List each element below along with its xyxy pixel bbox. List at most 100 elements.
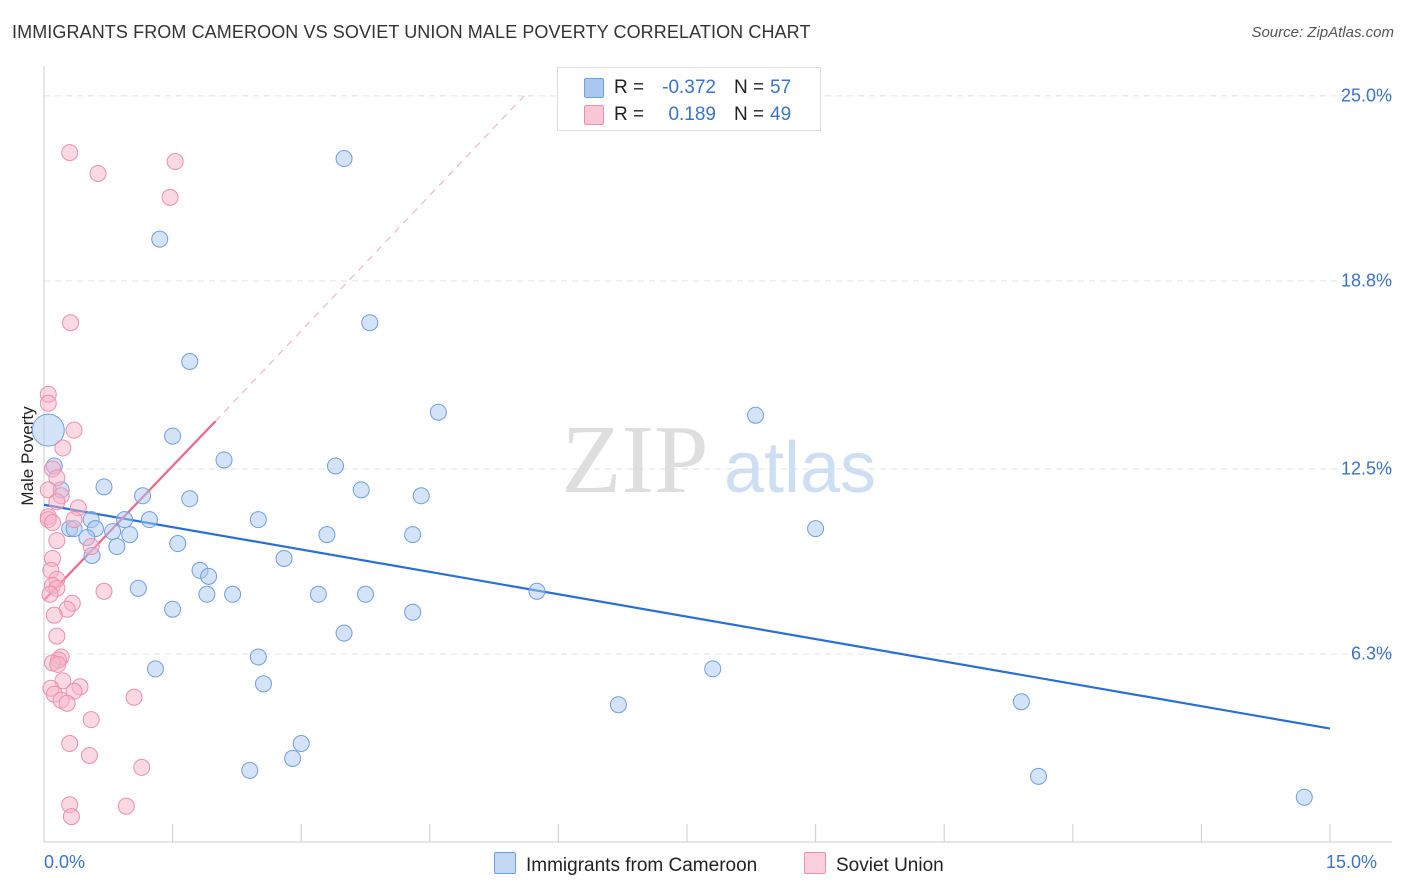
legend-n-label: N =: [734, 77, 765, 98]
point-immigrants-from-cameroon: [164, 427, 182, 445]
point-immigrants-from-cameroon: [357, 585, 374, 603]
y-tick-label: 18.8%: [1340, 270, 1392, 291]
watermark-atlas: atlas: [724, 428, 876, 508]
bottom-legend-swatch-cameroon: [494, 852, 516, 874]
point-immigrants-from-cameroon: [200, 567, 218, 585]
point-immigrants-from-cameroon: [1012, 693, 1030, 711]
point-soviet-union: [48, 532, 66, 550]
point-soviet-union: [95, 582, 113, 600]
point-immigrants-from-cameroon: [224, 585, 242, 603]
bottom-legend-swatch-soviet: [804, 852, 826, 874]
legend-n-value: 49: [770, 104, 792, 125]
point-immigrants-from-cameroon: [254, 675, 272, 693]
point-soviet-union: [166, 153, 184, 171]
legend-r-label: R =: [614, 77, 645, 98]
point-soviet-union: [44, 514, 62, 532]
point-soviet-union: [82, 711, 100, 729]
point-immigrants-from-cameroon: [361, 314, 379, 332]
point-immigrants-from-cameroon: [528, 582, 546, 600]
bottom-legend-label-cameroon: Immigrants from Cameroon: [526, 855, 758, 876]
chart-source: Source: ZipAtlas.com: [1251, 24, 1394, 41]
point-immigrants-from-cameroon: [151, 230, 169, 248]
point-soviet-union: [54, 439, 72, 457]
point-soviet-union: [117, 797, 135, 815]
point-immigrants-from-cameroon: [241, 761, 259, 779]
point-soviet-union: [39, 394, 57, 412]
point-immigrants-from-cameroon: [181, 490, 199, 508]
point-soviet-union: [45, 606, 63, 624]
point-immigrants-from-cameroon: [404, 526, 422, 544]
point-immigrants-from-cameroon: [95, 478, 113, 496]
legend-r-value: 0.189: [668, 104, 716, 125]
point-immigrants-from-cameroon: [116, 511, 134, 529]
legend-row-cameroon: R = -0.372 N = 57: [558, 75, 820, 101]
point-immigrants-from-cameroon: [807, 520, 825, 538]
point-immigrants-from-cameroon: [129, 579, 147, 597]
point-immigrants-from-cameroon: [249, 648, 267, 666]
trend-line-soviet-union: [43, 420, 217, 602]
point-soviet-union: [61, 144, 79, 162]
bottom-legend-soviet: Soviet Union: [804, 852, 944, 877]
point-immigrants-from-cameroon: [704, 660, 722, 678]
legend-n-value: 57: [770, 77, 792, 98]
point-immigrants-from-cameroon: [335, 150, 353, 168]
bottom-legend-cameroon: Immigrants from Cameroon: [494, 852, 757, 877]
point-immigrants-from-cameroon: [108, 538, 126, 556]
point-soviet-union: [89, 164, 107, 182]
point-immigrants-from-cameroon: [1295, 788, 1313, 806]
y-tick-label: 12.5%: [1340, 458, 1392, 479]
point-immigrants-from-cameroon: [309, 585, 327, 603]
point-immigrants-from-cameroon: [181, 352, 199, 370]
point-soviet-union: [65, 511, 83, 529]
point-immigrants-from-cameroon: [335, 624, 353, 642]
point-immigrants-from-cameroon: [318, 526, 336, 544]
point-soviet-union: [62, 314, 80, 332]
point-immigrants-from-cameroon: [326, 457, 344, 475]
point-soviet-union: [65, 421, 83, 439]
point-immigrants-from-cameroon: [215, 451, 233, 469]
gridlines: [44, 95, 1392, 655]
legend-n-label: N =: [734, 104, 765, 125]
watermark-zip: ZIP: [562, 406, 709, 514]
point-immigrants-from-cameroon: [1030, 767, 1048, 785]
legend-swatch-soviet: [584, 105, 604, 125]
trend-lines: [43, 95, 1331, 730]
correlation-legend: R = -0.372 N = 57 R = 0.189 N = 49: [557, 67, 821, 131]
point-immigrants-from-cameroon: [198, 585, 216, 603]
bottom-legend-label-soviet: Soviet Union: [836, 855, 944, 876]
point-immigrants-from-cameroon: [169, 535, 187, 553]
point-immigrants-from-cameroon: [429, 403, 447, 421]
point-soviet-union: [48, 627, 66, 645]
x-tick-min: 0.0%: [44, 852, 86, 872]
point-immigrants-from-cameroon: [284, 749, 302, 767]
point-immigrants-from-cameroon: [404, 603, 422, 621]
trend-line-immigrants-from-cameroon: [43, 503, 1331, 730]
point-soviet-union: [82, 538, 100, 556]
point-immigrants-from-cameroon: [412, 487, 430, 505]
legend-swatch-cameroon: [584, 78, 604, 98]
point-soviet-union: [161, 188, 179, 206]
y-tick-label: 6.3%: [1350, 643, 1392, 664]
legend-r-label: R =: [614, 104, 645, 125]
point-immigrants-from-cameroon: [140, 511, 158, 529]
legend-r-value: -0.372: [662, 77, 716, 98]
point-soviet-union: [133, 758, 151, 776]
chart-title: IMMIGRANTS FROM CAMEROON VS SOVIET UNION…: [12, 22, 811, 42]
x-tick-max: 15.0%: [1326, 852, 1378, 872]
point-immigrants-from-cameroon: [104, 523, 122, 541]
point-immigrants-from-cameroon: [609, 696, 627, 714]
point-immigrants-from-cameroon: [747, 406, 765, 424]
point-immigrants-from-cameroon: [292, 735, 310, 753]
point-soviet-union: [125, 688, 143, 706]
point-immigrants-from-cameroon: [249, 511, 267, 529]
point-soviet-union: [48, 469, 66, 487]
point-soviet-union: [62, 808, 80, 826]
point-immigrants-from-cameroon: [146, 660, 164, 678]
legend-row-soviet: R = 0.189 N = 49: [558, 102, 820, 128]
y-tick-label: 25.0%: [1340, 85, 1392, 106]
point-soviet-union: [61, 735, 79, 753]
point-immigrants-from-cameroon: [275, 549, 293, 567]
point-immigrants-from-cameroon: [164, 600, 182, 618]
point-immigrants-from-cameroon: [134, 487, 152, 505]
point-immigrants-from-cameroon: [121, 526, 139, 544]
